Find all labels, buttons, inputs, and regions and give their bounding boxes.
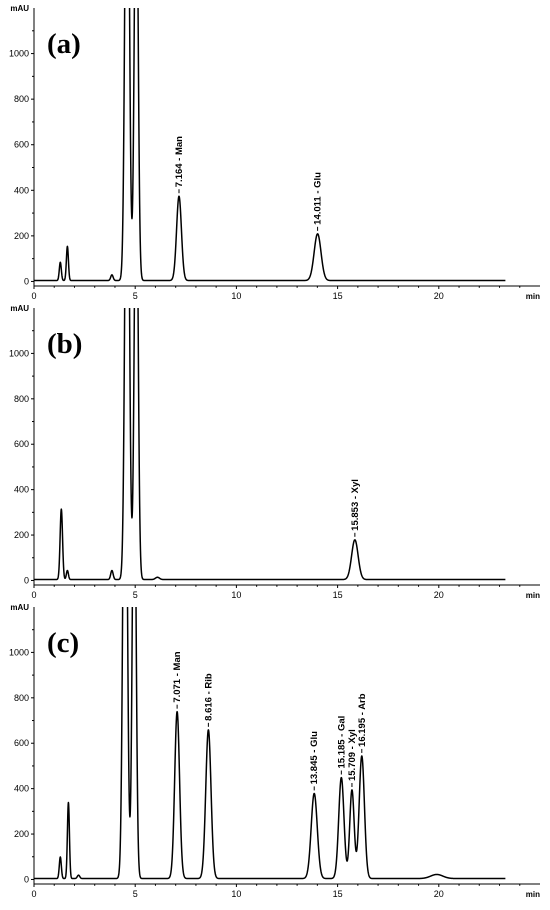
peak-label: 7.164 - Man [174, 136, 185, 187]
panel-label: (c) [47, 627, 79, 659]
x-axis-label: min [526, 292, 540, 301]
peak-label: 14.011 - Glu [313, 172, 324, 225]
y-tick-label: 200 [14, 530, 29, 540]
x-tick-label: 15 [333, 590, 343, 600]
x-tick-label: 5 [133, 291, 138, 301]
x-tick-label: 5 [133, 590, 138, 600]
y-tick-label: 600 [14, 738, 29, 748]
y-tick-label: 1000 [9, 647, 29, 657]
y-tick-label: 400 [14, 185, 29, 195]
peak-label: 15.853 - Xyl [350, 479, 361, 531]
y-axis-label: mAU [10, 603, 29, 612]
x-tick-label: 0 [31, 889, 36, 899]
chromatogram-trace [34, 607, 506, 880]
y-tick-label: 200 [14, 829, 29, 839]
x-tick-label: 0 [31, 291, 36, 301]
y-axis-label: mAU [10, 304, 29, 313]
y-tick-label: 200 [14, 231, 29, 241]
chromatogram-trace [34, 308, 506, 581]
x-tick-label: 5 [133, 889, 138, 899]
y-axis-label: mAU [10, 4, 29, 13]
y-tick-label: 0 [24, 575, 29, 585]
x-tick-label: 20 [434, 590, 444, 600]
peak-label: 13.845 - Glu [309, 731, 320, 785]
peak-label: 15.185 - Gal [336, 716, 347, 769]
x-axis-label: min [526, 890, 540, 899]
y-tick-label: 0 [24, 276, 29, 286]
chromatogram-panel-2: 0 200 400 600 800 1000 mAU 0 5 10 15 20 min 15.853 - … [9, 304, 540, 600]
x-tick-label: 15 [333, 291, 343, 301]
panel-label: (b) [47, 328, 82, 360]
chromatogram-panel-1: 0 200 400 600 800 1000 mAU 0 5 10 15 20 min 7.164 - M… [9, 4, 540, 301]
y-tick-label: 1000 [9, 49, 29, 59]
y-tick-label: 400 [14, 485, 29, 495]
peak-label: 8.616 - Rib [203, 673, 214, 721]
y-tick-label: 600 [14, 140, 29, 150]
x-tick-label: 10 [231, 889, 241, 899]
x-tick-label: 20 [434, 291, 444, 301]
x-tick-label: 0 [31, 590, 36, 600]
peak-label: 7.071 - Man [172, 651, 183, 702]
panel-label: (a) [47, 28, 81, 60]
chromatogram-trace [34, 8, 506, 282]
peak-label: 16.195 - Arb [357, 693, 368, 747]
peak-label: 15.709 - Xyl [347, 729, 358, 781]
chromatogram-panel-3: 0 200 400 600 800 1000 mAU 0 5 10 15 20 min 7.071 - M… [9, 603, 540, 899]
y-tick-label: 400 [14, 784, 29, 794]
x-tick-label: 10 [231, 291, 241, 301]
y-tick-label: 800 [14, 693, 29, 703]
y-tick-label: 1000 [9, 348, 29, 358]
y-tick-label: 800 [14, 394, 29, 404]
y-tick-label: 600 [14, 439, 29, 449]
y-tick-label: 0 [24, 874, 29, 884]
x-tick-label: 20 [434, 889, 444, 899]
x-tick-label: 10 [231, 590, 241, 600]
x-tick-label: 15 [333, 889, 343, 899]
y-tick-label: 800 [14, 94, 29, 104]
x-axis-label: min [526, 591, 540, 600]
